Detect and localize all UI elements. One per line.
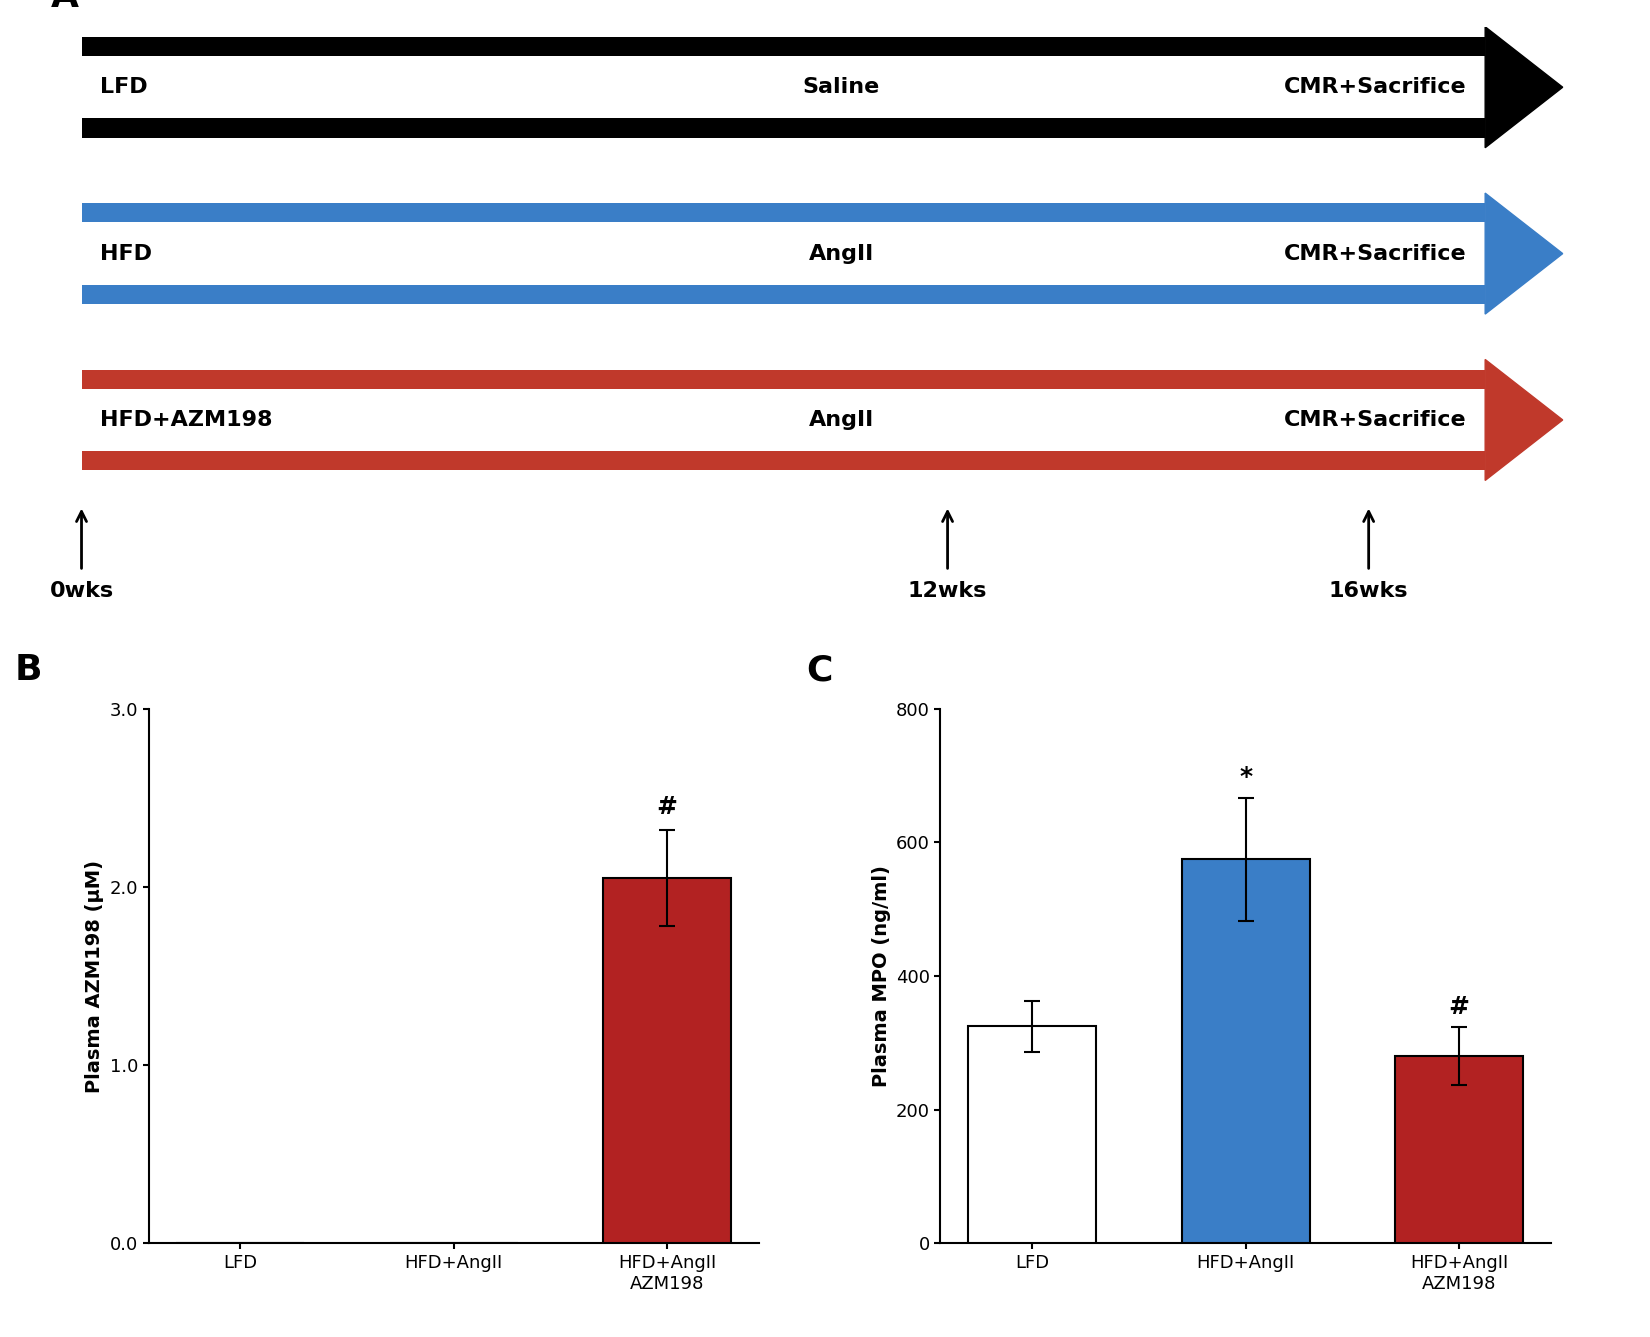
Polygon shape xyxy=(1485,193,1563,314)
Bar xyxy=(969,1027,1096,1243)
Text: CMR+Sacrifice: CMR+Sacrifice xyxy=(1284,78,1467,98)
Bar xyxy=(81,285,1485,303)
Text: A: A xyxy=(51,0,79,15)
Text: *: * xyxy=(1239,766,1252,789)
Text: 16wks: 16wks xyxy=(1328,582,1409,602)
Polygon shape xyxy=(1485,27,1563,147)
Text: CMR+Sacrifice: CMR+Sacrifice xyxy=(1284,243,1467,263)
Bar xyxy=(604,878,731,1243)
Text: #: # xyxy=(1449,996,1470,1019)
Text: C: C xyxy=(807,654,833,687)
Text: 12wks: 12wks xyxy=(908,582,987,602)
Bar xyxy=(81,203,1485,222)
Text: LFD: LFD xyxy=(101,78,148,98)
Bar xyxy=(81,451,1485,471)
Bar xyxy=(81,203,1485,303)
Polygon shape xyxy=(1485,360,1563,480)
Text: Saline: Saline xyxy=(804,78,879,98)
Text: #: # xyxy=(657,796,678,820)
Text: HFD+AZM198: HFD+AZM198 xyxy=(101,410,272,431)
Text: AngII: AngII xyxy=(808,243,874,263)
Text: HFD: HFD xyxy=(101,243,152,263)
Y-axis label: Plasma AZM198 (μM): Plasma AZM198 (μM) xyxy=(86,860,104,1092)
Bar xyxy=(1181,860,1310,1243)
Text: 0wks: 0wks xyxy=(50,582,114,602)
Bar xyxy=(81,37,1485,138)
Y-axis label: Plasma MPO (ng/ml): Plasma MPO (ng/ml) xyxy=(871,865,891,1087)
Text: CMR+Sacrifice: CMR+Sacrifice xyxy=(1284,410,1467,431)
Bar xyxy=(81,119,1485,138)
Bar xyxy=(1396,1056,1523,1243)
Bar xyxy=(81,37,1485,56)
Text: B: B xyxy=(15,654,41,687)
Bar xyxy=(81,369,1485,389)
Bar xyxy=(81,369,1485,471)
Text: AngII: AngII xyxy=(808,410,874,431)
